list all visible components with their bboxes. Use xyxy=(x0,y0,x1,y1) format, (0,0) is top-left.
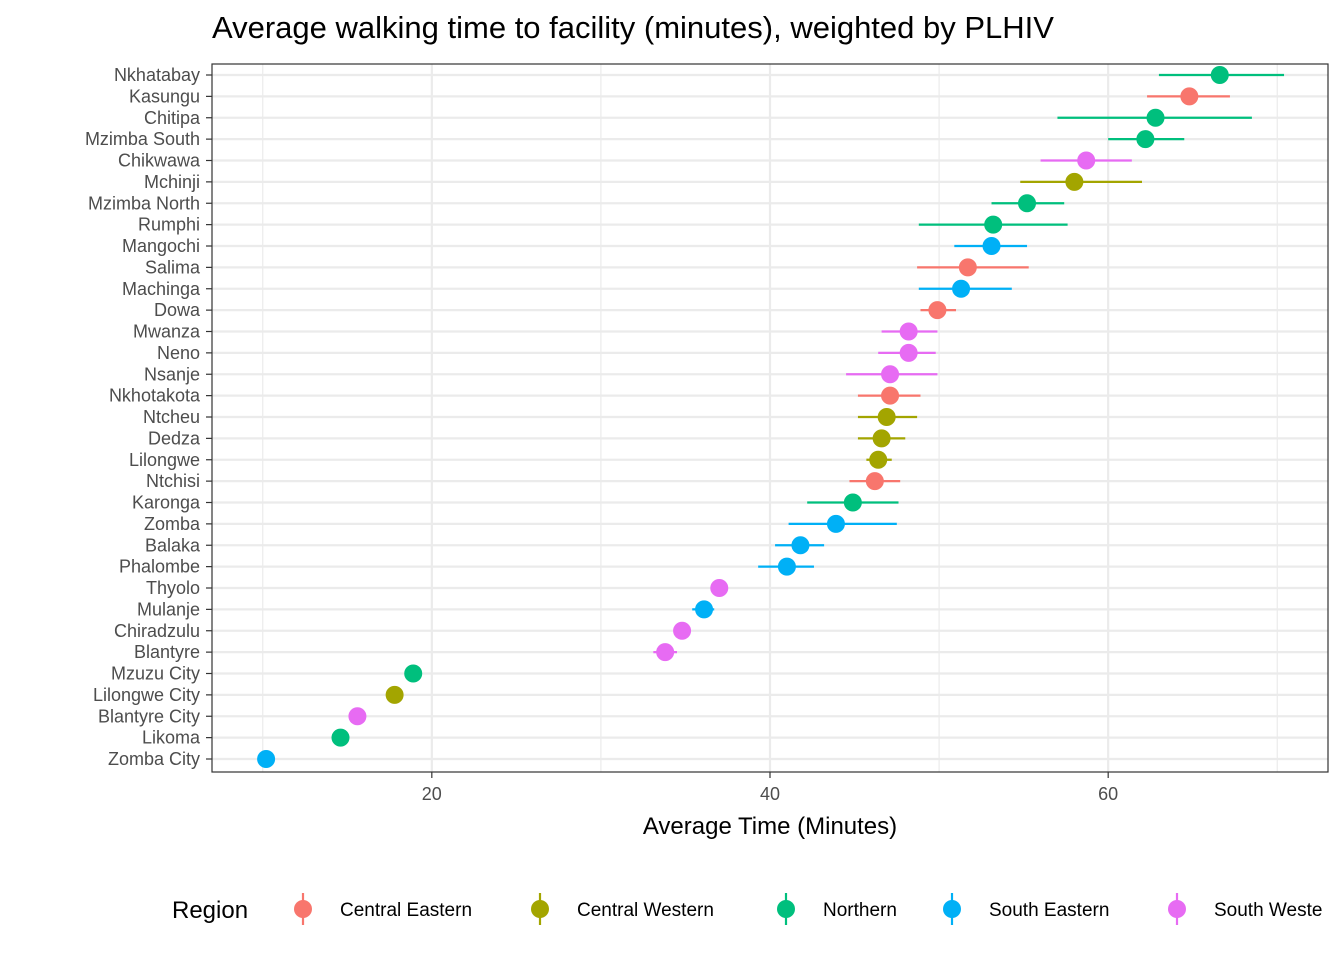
legend-label: South Weste xyxy=(1214,900,1322,921)
y-tick-label: Neno xyxy=(157,343,200,363)
y-tick-label: Kasungu xyxy=(129,86,200,106)
legend-label: South Eastern xyxy=(989,900,1109,921)
y-tick-label: Mzimba South xyxy=(85,129,200,149)
data-point xyxy=(984,215,1003,234)
x-tick-label: 60 xyxy=(1098,784,1118,804)
data-point xyxy=(348,707,367,726)
grid xyxy=(212,64,1328,772)
legend-item: Central Eastern xyxy=(294,893,472,925)
data-point xyxy=(982,237,1001,255)
data-point xyxy=(710,579,729,597)
data-point xyxy=(877,408,896,426)
data-point xyxy=(958,258,977,277)
legend-item: Northern xyxy=(777,893,897,925)
data-point xyxy=(952,279,971,298)
y-tick-label: Blantyre xyxy=(134,642,200,662)
data-point xyxy=(865,472,884,491)
legend-label: Central Eastern xyxy=(340,900,472,921)
y-tick-label: Blantyre City xyxy=(98,706,200,726)
y-tick-label: Balaka xyxy=(145,535,201,555)
y-tick-label: Lilongwe xyxy=(129,450,200,470)
data-point xyxy=(656,643,675,662)
legend-title: Region xyxy=(172,897,248,924)
x-tick-label: 20 xyxy=(422,784,442,804)
y-tick-label: Thyolo xyxy=(146,578,200,598)
y-tick-label: Likoma xyxy=(142,728,201,748)
legend-label: Northern xyxy=(823,900,897,921)
data-points xyxy=(257,66,1229,768)
y-tick-label: Mangochi xyxy=(122,236,200,256)
data-point xyxy=(899,343,918,362)
data-point xyxy=(899,322,918,341)
y-tick-label: Ntchisi xyxy=(146,471,200,491)
legend-key-dot xyxy=(1168,900,1186,918)
data-point xyxy=(928,301,947,320)
data-point xyxy=(791,536,810,555)
y-tick-label: Mzuzu City xyxy=(111,664,200,684)
data-point xyxy=(1136,130,1155,149)
data-point xyxy=(843,493,862,512)
data-point xyxy=(881,365,900,384)
y-tick-label: Zomba xyxy=(144,514,201,534)
y-tick-label: Machinga xyxy=(122,279,201,299)
data-point xyxy=(777,557,796,576)
data-point xyxy=(881,386,900,405)
legend-key-dot xyxy=(777,900,795,918)
y-tick-label: Mwanza xyxy=(133,322,201,342)
legend-key-dot xyxy=(294,900,312,918)
data-point xyxy=(872,429,891,448)
y-tick-label: Chitipa xyxy=(144,108,201,128)
y-tick-label: Chikwawa xyxy=(118,151,201,171)
data-point xyxy=(1210,66,1229,84)
y-tick-label: Salima xyxy=(145,257,201,277)
data-point xyxy=(1065,172,1084,191)
legend-item: South Weste xyxy=(1168,893,1322,925)
legend-item: Central Western xyxy=(531,893,714,925)
x-axis-title: Average Time (Minutes) xyxy=(643,813,897,840)
y-tick-label: Zomba City xyxy=(108,749,200,769)
y-tick-label: Chiradzulu xyxy=(114,621,200,641)
y-tick-label: Nkhatabay xyxy=(114,65,200,85)
data-point xyxy=(869,450,888,469)
y-tick-label: Mchinji xyxy=(144,172,200,192)
y-tick-label: Rumphi xyxy=(138,215,200,235)
x-tick-label: 40 xyxy=(760,784,780,804)
chart-title: Average walking time to facility (minute… xyxy=(212,10,1054,45)
data-point xyxy=(673,621,692,640)
y-tick-label: Nsanje xyxy=(144,364,200,384)
y-tick-label: Karonga xyxy=(132,493,201,513)
data-point xyxy=(404,664,423,683)
x-axis: 20 40 60 xyxy=(422,772,1118,804)
data-point xyxy=(1146,108,1165,127)
y-tick-label: Phalombe xyxy=(119,557,200,577)
data-point xyxy=(1180,87,1199,106)
y-tick-label: Mzimba North xyxy=(88,193,200,213)
legend: Region Central Eastern Central Western Nort… xyxy=(172,893,1322,925)
data-point xyxy=(826,514,845,533)
data-point xyxy=(331,728,350,747)
data-point xyxy=(695,600,714,619)
data-point xyxy=(385,685,404,704)
y-tick-label: Dedza xyxy=(148,428,201,448)
legend-item: South Eastern xyxy=(943,893,1109,925)
data-point xyxy=(1077,151,1096,170)
legend-label: Central Western xyxy=(577,900,714,921)
data-point xyxy=(257,750,276,768)
legend-key-dot xyxy=(531,900,549,918)
y-tick-label: Dowa xyxy=(154,300,201,320)
y-tick-label: Nkhotakota xyxy=(109,386,201,406)
y-tick-label: Ntcheu xyxy=(143,407,200,427)
legend-key-dot xyxy=(943,900,961,918)
y-tick-label: Mulanje xyxy=(137,599,200,619)
y-tick-label: Lilongwe City xyxy=(93,685,200,705)
data-point xyxy=(1018,194,1037,213)
